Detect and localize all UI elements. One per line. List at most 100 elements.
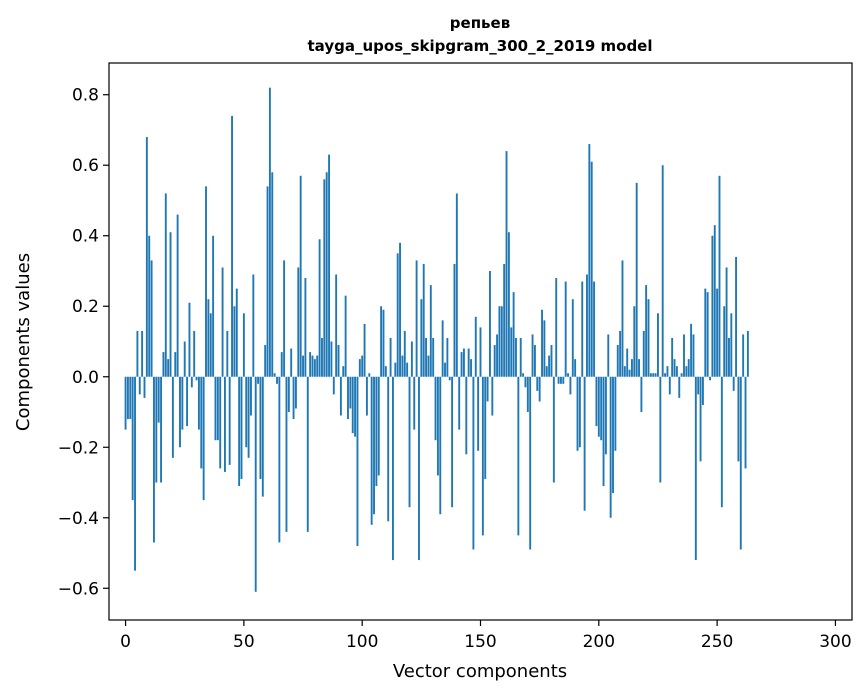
bar-255 <box>728 337 730 377</box>
bar-54 <box>252 274 255 377</box>
x-tick-label: 150 <box>464 632 496 652</box>
bar-212 <box>626 348 629 377</box>
bar-40 <box>219 376 222 469</box>
bar-243 <box>699 376 702 462</box>
bar-121 <box>410 341 413 377</box>
bar-27 <box>188 302 191 377</box>
bar-259 <box>737 376 740 462</box>
bar-167 <box>519 337 522 377</box>
bar-209 <box>619 330 622 377</box>
y-tick-label: 0.4 <box>72 227 99 247</box>
y-tick-label: 0.8 <box>72 86 99 106</box>
bar-87 <box>330 341 333 377</box>
bar-183 <box>557 376 560 384</box>
bar-64 <box>276 376 278 384</box>
bar-56 <box>257 376 260 384</box>
bar-42 <box>224 376 226 472</box>
bar-244 <box>701 376 704 405</box>
bar-15 <box>160 376 162 483</box>
bar-58 <box>261 376 264 497</box>
bar-41 <box>221 267 224 377</box>
bar-254 <box>725 267 728 377</box>
bar-51 <box>245 376 248 448</box>
bar-241 <box>694 376 697 561</box>
bar-161 <box>505 151 508 377</box>
bar-65 <box>278 376 281 543</box>
bar-171 <box>529 376 532 550</box>
bar-135 <box>444 362 446 377</box>
bar-91 <box>339 376 342 416</box>
bar-series <box>124 87 749 592</box>
bar-245 <box>704 288 707 377</box>
bar-165 <box>515 337 517 377</box>
bar-69 <box>287 376 290 412</box>
bar-123 <box>415 260 418 377</box>
bar-226 <box>659 376 662 483</box>
bar-145 <box>467 348 470 377</box>
bar-13 <box>155 376 158 483</box>
bar-149 <box>477 376 480 451</box>
bar-108 <box>380 306 383 377</box>
bar-105 <box>373 376 375 515</box>
bar-263 <box>746 330 749 377</box>
bar-122 <box>413 376 416 430</box>
bar-67 <box>283 260 286 377</box>
bar-213 <box>628 369 631 377</box>
bar-257 <box>732 376 735 391</box>
bar-63 <box>273 373 276 377</box>
bar-117 <box>401 355 404 377</box>
bar-220 <box>645 285 648 377</box>
x-tick-label: 100 <box>346 632 378 652</box>
bar-92 <box>342 366 345 377</box>
y-tick-label: 0.6 <box>72 156 99 176</box>
bar-86 <box>328 154 330 377</box>
bar-158 <box>498 306 501 377</box>
y-tick-label: −0.6 <box>58 579 99 599</box>
bar-35 <box>207 299 210 377</box>
bar-128 <box>427 355 430 377</box>
bar-249 <box>713 225 716 377</box>
bar-207 <box>614 376 617 451</box>
bar-168 <box>522 373 525 377</box>
bar-52 <box>247 376 250 458</box>
bar-78 <box>309 352 312 377</box>
bar-252 <box>720 376 723 508</box>
bar-89 <box>335 274 338 377</box>
bar-218 <box>640 376 643 412</box>
bar-60 <box>266 186 269 377</box>
bar-256 <box>730 313 733 377</box>
bar-124 <box>418 376 420 561</box>
bar-138 <box>451 376 454 508</box>
bar-146 <box>470 359 472 377</box>
bar-98 <box>356 376 359 546</box>
bar-201 <box>600 376 603 441</box>
bar-71 <box>292 376 295 420</box>
bar-211 <box>623 366 626 377</box>
bar-134 <box>441 320 444 377</box>
bar-233 <box>675 366 678 377</box>
bar-1 <box>126 376 129 420</box>
bar-97 <box>354 376 357 437</box>
bar-47 <box>235 288 238 377</box>
bar-90 <box>337 345 340 377</box>
x-tick-label: 0 <box>120 632 131 652</box>
bar-61 <box>268 87 271 377</box>
bar-234 <box>678 376 681 398</box>
bar-111 <box>387 376 390 522</box>
bar-8 <box>143 376 146 398</box>
bar-150 <box>479 327 482 377</box>
bar-191 <box>576 376 579 451</box>
bar-76 <box>304 278 307 377</box>
bar-231 <box>671 337 674 377</box>
bar-261 <box>742 334 745 377</box>
bar-22 <box>176 214 179 377</box>
bar-95 <box>349 376 352 409</box>
bar-9 <box>145 137 148 377</box>
bar-59 <box>264 345 267 377</box>
bar-238 <box>687 359 690 377</box>
bar-62 <box>271 172 274 377</box>
bar-235 <box>680 373 683 377</box>
bar-18 <box>167 359 170 377</box>
bar-107 <box>377 376 380 476</box>
bar-88 <box>332 376 335 395</box>
